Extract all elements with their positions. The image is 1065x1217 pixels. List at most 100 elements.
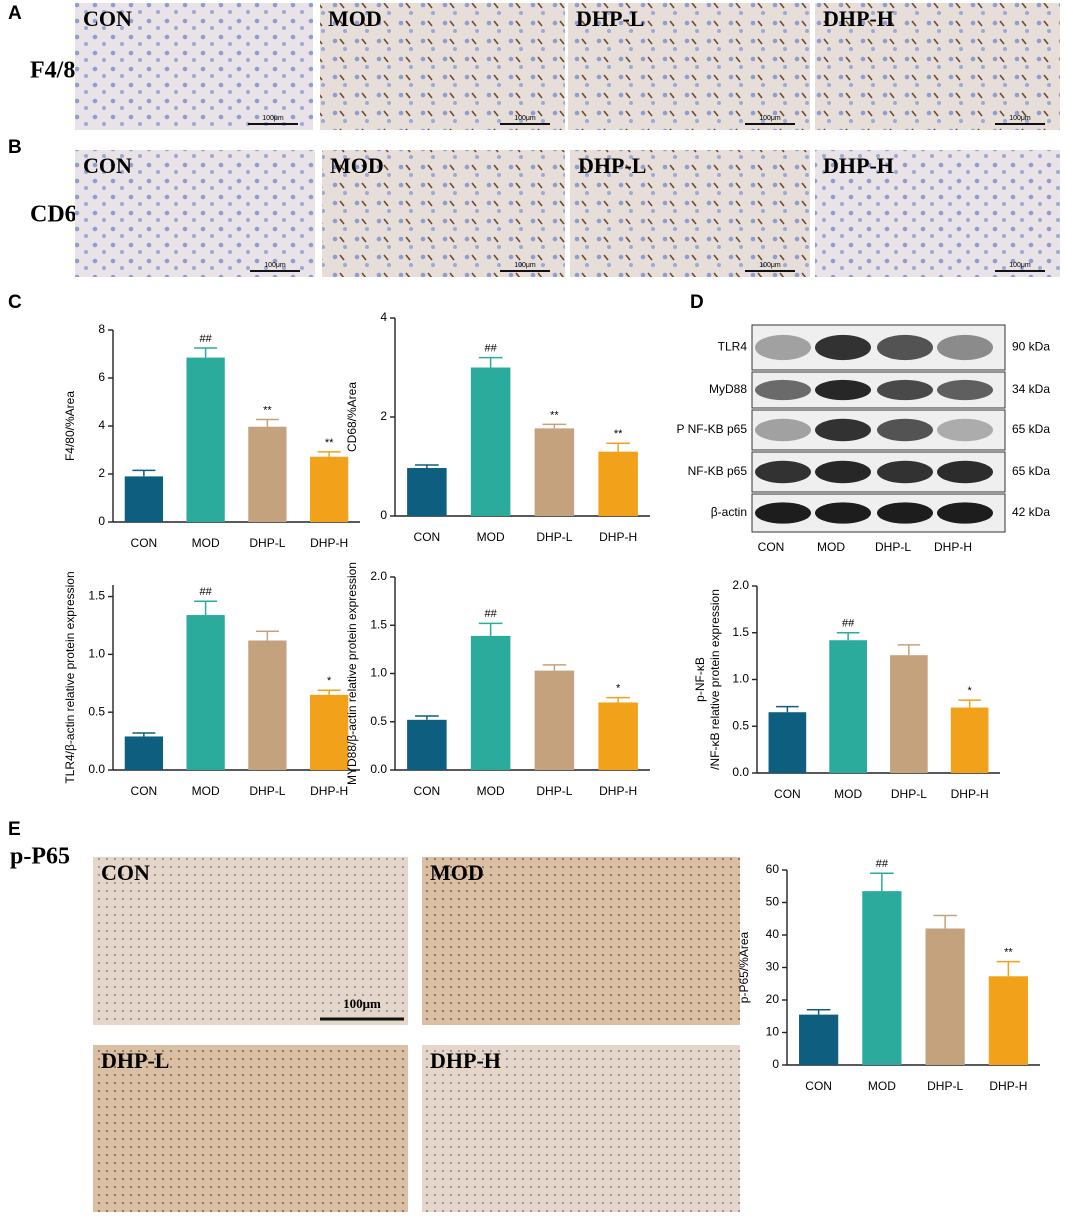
y-axis-label: CD68/%Area <box>345 382 359 452</box>
y-tick-label: 1.0 <box>88 647 105 661</box>
group-label: MOD <box>430 860 484 885</box>
y-axis-label: p-NF-κB <box>693 657 707 702</box>
error-bar <box>317 689 341 695</box>
blot-band <box>755 502 811 524</box>
y-tick-label: 1.0 <box>370 666 387 680</box>
blot-band <box>815 418 871 442</box>
group-label: DHP-L <box>101 1048 169 1073</box>
group-label: CON <box>101 860 150 885</box>
x-tick-label: CON <box>774 787 801 801</box>
y-tick-label: 0 <box>772 1057 779 1071</box>
x-tick-label: CON <box>414 784 441 798</box>
y-tick-label: 0.0 <box>88 762 105 776</box>
panel-label: B <box>8 137 22 158</box>
micrograph <box>75 150 315 277</box>
bar <box>470 367 511 516</box>
bar <box>186 615 225 770</box>
error-bar <box>606 442 630 452</box>
scale-bar-label: 100μm <box>759 115 781 122</box>
protein-label: TLR4 <box>718 340 748 354</box>
size-label: 65 kDa <box>1012 422 1050 436</box>
error-bar <box>776 705 799 713</box>
scale-bar-label: 100μm <box>1009 115 1031 122</box>
y-tick-label: 60 <box>766 862 780 876</box>
error-bar <box>806 1009 831 1015</box>
y-tick-label: 8 <box>98 322 105 336</box>
bar <box>407 467 447 516</box>
significance-mark: ## <box>842 618 855 630</box>
x-tick-label: MOD <box>868 1079 896 1093</box>
significance-mark: * <box>327 675 332 687</box>
micrograph <box>568 3 810 130</box>
error-bar <box>836 632 860 641</box>
blot-band <box>937 502 993 524</box>
x-tick-label: DHP-H <box>599 530 637 544</box>
x-tick-label: DHP-L <box>536 784 572 798</box>
y-axis-label: F4/80/%Area <box>63 391 77 461</box>
x-tick-label: DHP-L <box>927 1079 963 1093</box>
x-tick-label: MOD <box>192 784 220 798</box>
lane-label: DHP-H <box>934 540 972 554</box>
y-axis-label: /NF-κB relative protein expression <box>708 589 722 770</box>
y-tick-label: 0 <box>380 508 387 522</box>
bar <box>309 694 349 770</box>
y-tick-label: 2.0 <box>732 578 749 592</box>
x-tick-label: DHP-H <box>599 784 637 798</box>
y-tick-label: 0.0 <box>370 762 387 776</box>
blot-band <box>937 334 993 361</box>
x-tick-label: CON <box>805 1079 832 1093</box>
significance-mark: * <box>616 683 621 695</box>
micrograph <box>320 3 565 130</box>
group-label: DHP-L <box>578 153 646 178</box>
bar <box>925 928 965 1065</box>
significance-mark: ## <box>200 586 213 598</box>
error-bar <box>415 464 439 468</box>
significance-mark: ## <box>200 333 213 345</box>
y-tick-label: 0.5 <box>88 704 105 718</box>
panel-label: D <box>690 292 704 313</box>
x-tick-label: DHP-L <box>249 536 285 550</box>
group-label: DHP-H <box>823 153 894 178</box>
micrograph <box>815 3 1060 130</box>
y-tick-label: 40 <box>766 927 780 941</box>
error-bar <box>606 696 630 703</box>
micrograph <box>422 857 740 1025</box>
scale-bar-label: 100μm <box>343 996 381 1011</box>
error-bar <box>317 451 341 457</box>
scale-bar-label: 100μm <box>262 115 284 122</box>
blot-band <box>937 379 993 401</box>
error-bar <box>542 664 567 671</box>
protein-label: β-actin <box>711 505 747 519</box>
y-tick-label: 0.5 <box>370 714 387 728</box>
y-axis-label: TLR4/β-actin relative protein expression <box>63 571 77 783</box>
bar <box>829 640 867 773</box>
bar <box>768 712 807 773</box>
lane-label: DHP-L <box>875 540 911 554</box>
x-tick-label: CON <box>131 784 158 798</box>
bar <box>248 640 287 770</box>
y-tick-label: 2.0 <box>370 569 387 583</box>
size-label: 90 kDa <box>1012 340 1050 354</box>
x-tick-label: DHP-H <box>310 784 348 798</box>
bar <box>248 426 287 522</box>
group-label: CON <box>83 6 132 31</box>
micrograph <box>322 150 565 277</box>
group-label: DHP-H <box>430 1048 501 1073</box>
x-tick-label: MOD <box>834 787 862 801</box>
error-bar <box>194 600 218 616</box>
x-tick-label: DHP-L <box>891 787 927 801</box>
bar <box>534 428 575 516</box>
blot-band <box>877 502 933 524</box>
significance-mark: ** <box>550 409 559 421</box>
micrograph <box>93 857 408 1025</box>
bar <box>309 456 349 522</box>
scale-bar-label: 100μm <box>514 115 536 122</box>
error-bar <box>933 914 957 929</box>
blot-band <box>755 334 811 361</box>
lane-label: MOD <box>817 540 845 554</box>
y-tick-label: 0.0 <box>732 765 749 779</box>
group-label: MOD <box>330 153 384 178</box>
error-bar <box>478 356 503 368</box>
blot-band <box>755 418 811 442</box>
size-label: 34 kDa <box>1012 382 1050 396</box>
